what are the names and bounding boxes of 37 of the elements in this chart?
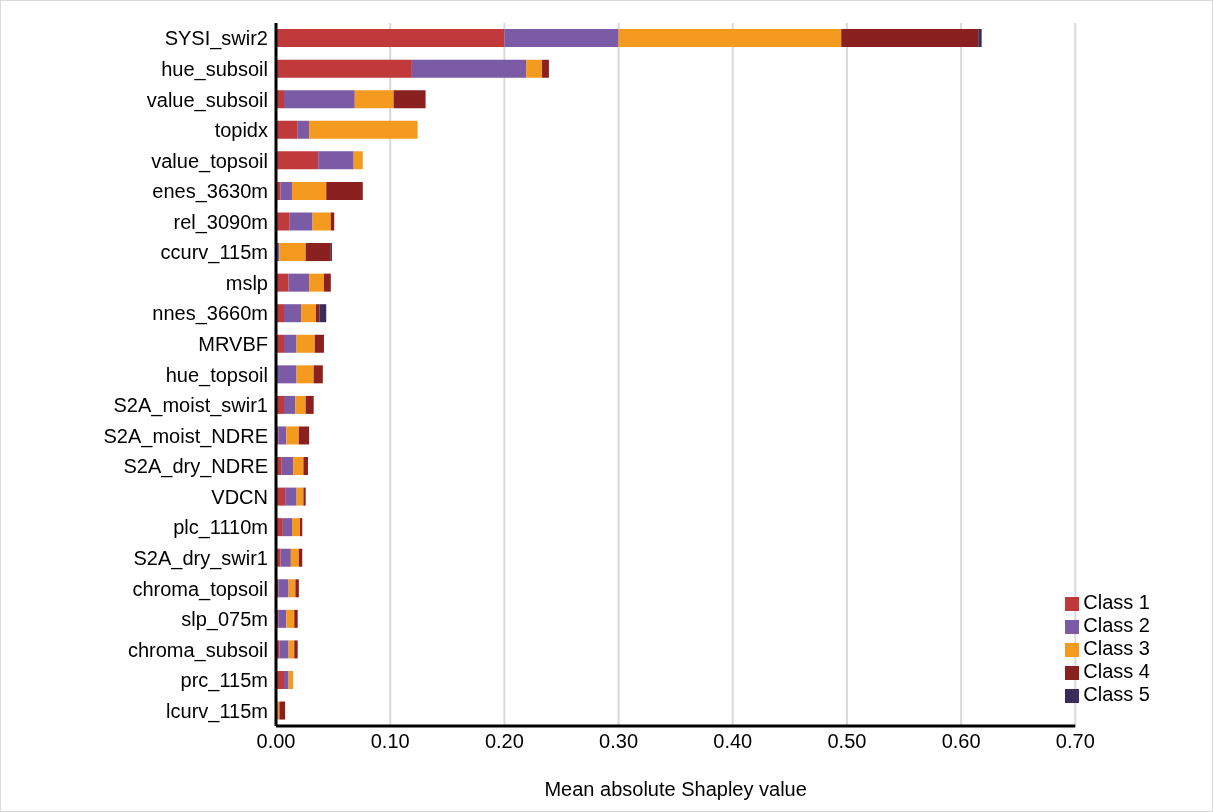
y-tick-label: S2A_moist_swir1 bbox=[113, 394, 268, 418]
y-tick-label: lcurv_115m bbox=[166, 699, 268, 723]
y-tick-label: slp_075m bbox=[181, 608, 268, 632]
x-tick-label: 0.60 bbox=[941, 730, 981, 753]
y-tick-label: ccurv_115m bbox=[160, 241, 268, 265]
y-tick-label: SYSI_swir2 bbox=[164, 27, 268, 51]
legend-label: Class 1 bbox=[1083, 591, 1150, 613]
y-tick-label: S2A_dry_NDRE bbox=[123, 455, 268, 479]
y-tick-label: prc_115m bbox=[180, 669, 268, 693]
x-tick-label: 0.50 bbox=[827, 730, 867, 753]
x-tick-label: 0.70 bbox=[1055, 730, 1095, 753]
y-tick-label: S2A_dry_swir1 bbox=[133, 546, 268, 570]
y-tick-label: plc_1110m bbox=[173, 516, 268, 540]
y-tick-label: rel_3090m bbox=[173, 210, 268, 234]
x-tick-label: 0.40 bbox=[713, 730, 753, 753]
x-tick-label: 0.30 bbox=[599, 730, 639, 753]
y-tick-label: hue_topsoil bbox=[165, 363, 268, 387]
x-tick-label: 0.10 bbox=[370, 730, 410, 753]
y-tick-label: value_topsoil bbox=[151, 149, 268, 173]
x-tick-label: 0.20 bbox=[484, 730, 524, 753]
y-tick-label: value_subsoil bbox=[146, 88, 268, 112]
y-tick-label: hue_subsoil bbox=[161, 57, 268, 81]
y-tick-label: enes_3630m bbox=[152, 180, 268, 204]
y-tick-label: chroma_subsoil bbox=[127, 638, 268, 662]
legend-label: Class 5 bbox=[1083, 683, 1150, 705]
y-tick-label: topidx bbox=[214, 119, 268, 142]
legend-label: Class 3 bbox=[1083, 637, 1150, 659]
y-tick-label: MRVBF bbox=[198, 333, 268, 356]
x-tick-label: 0.00 bbox=[256, 730, 296, 753]
y-tick-label: VDCN bbox=[211, 485, 268, 508]
x-axis-title: Mean absolute Shapley value bbox=[544, 778, 807, 800]
y-tick-label: S2A_moist_NDRE bbox=[103, 424, 268, 448]
y-tick-label: nnes_3660m bbox=[152, 302, 268, 326]
legend-label: Class 4 bbox=[1083, 660, 1150, 682]
y-tick-label: chroma_topsoil bbox=[132, 577, 268, 601]
legend-label: Class 2 bbox=[1083, 614, 1150, 636]
y-tick-label: mslp bbox=[225, 271, 268, 294]
